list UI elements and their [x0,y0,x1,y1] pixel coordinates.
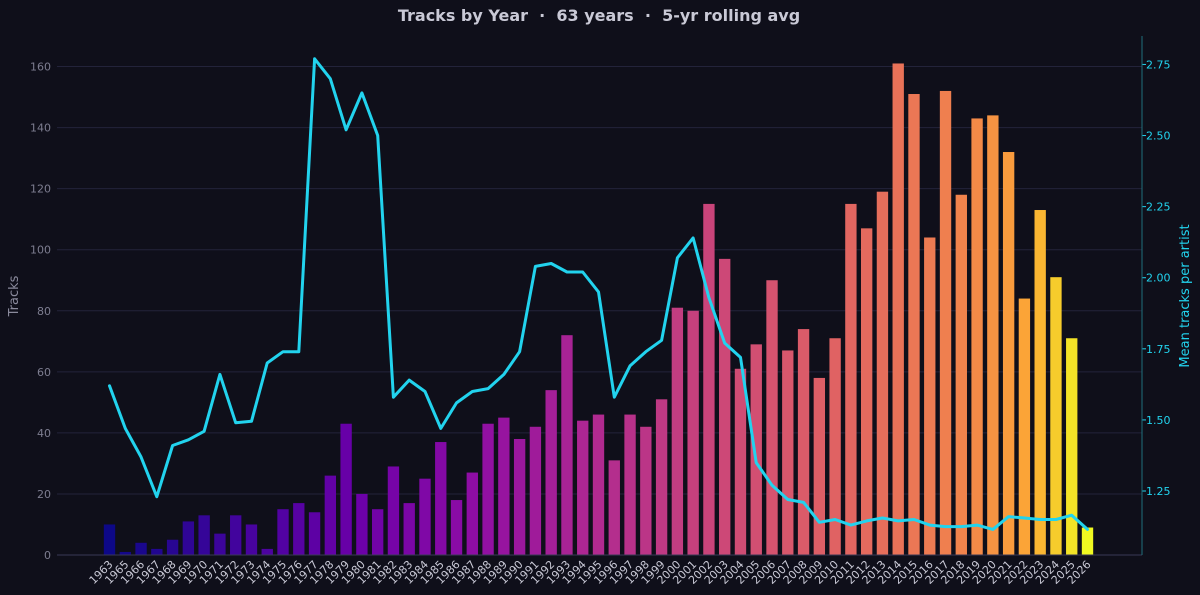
y-tick-label: 80 [37,305,51,318]
bar [135,542,147,555]
bar [214,533,226,555]
y2-tick-label: 2.50 [1146,130,1171,143]
bar [277,509,289,555]
bar [356,493,368,555]
line-series [108,57,1089,531]
bar [419,478,431,555]
bar [624,414,636,555]
y2-tick-label: 1.25 [1146,485,1171,498]
bar [1050,277,1062,555]
bar [892,63,904,555]
bar [797,329,810,555]
bar [1034,210,1046,556]
y-tick-label: 120 [30,183,51,196]
bar [924,237,936,555]
bar [340,423,352,555]
bar [703,203,715,556]
y-tick-label: 40 [37,427,51,440]
bar [845,203,857,556]
chart-title: Tracks by Year · 63 years · 5-yr rolling… [398,6,800,25]
bar [876,191,889,555]
y2-tick-label: 2.75 [1146,58,1171,71]
y-tick-label: 0 [44,549,51,562]
bar [671,307,684,555]
bar [813,377,826,555]
y-tick-label: 100 [30,244,51,257]
y2-tick-label: 2.25 [1146,201,1171,214]
bar [198,515,210,555]
bar [498,417,510,555]
bar [1002,152,1015,555]
bar [482,423,494,555]
bar [1018,298,1031,555]
bar [293,503,305,555]
bar [466,472,478,555]
bar [1066,338,1078,555]
bar [719,258,731,555]
bar [987,115,999,556]
bar-series [103,63,1094,556]
bar [308,512,321,555]
bar [119,551,131,555]
bar [513,438,526,555]
bar [592,414,605,555]
bar [640,426,652,555]
y2-tick-label: 2.00 [1146,272,1171,285]
bar [245,524,258,555]
bar [435,442,447,555]
bar [151,548,163,555]
y-tick-label: 20 [37,488,51,501]
bar [750,344,762,555]
bar [545,390,557,555]
gridlines [57,66,1142,556]
bar [529,426,542,555]
bar [387,466,400,555]
bar [324,475,337,555]
y2-tick-label: 1.75 [1146,343,1171,356]
bar [230,515,242,555]
bar [655,399,668,555]
bar [766,280,778,555]
rolling-avg-line [108,57,1089,531]
bar [860,228,873,555]
y2-tick-label: 1.50 [1146,414,1171,427]
y-tick-label: 140 [30,122,51,135]
bar [450,500,463,555]
bar [182,521,195,555]
y-axis-label: Tracks [7,275,22,317]
bar [561,335,573,555]
bar [371,509,384,555]
y-tick-label: 60 [37,366,51,379]
bar [939,90,952,555]
bar [1081,527,1094,555]
bar [829,338,841,555]
bar [608,460,620,555]
bar [782,350,794,555]
y-tick-label: 160 [30,61,51,74]
bar [971,118,983,555]
bar [103,524,116,555]
bar [166,539,179,555]
bar [261,548,273,555]
bar [908,94,920,555]
y2-axis-label: Mean tracks per artist [1178,224,1193,367]
bar [687,310,699,555]
bar [403,503,415,555]
bar [955,194,967,556]
bar [734,368,747,555]
bar [577,420,589,555]
